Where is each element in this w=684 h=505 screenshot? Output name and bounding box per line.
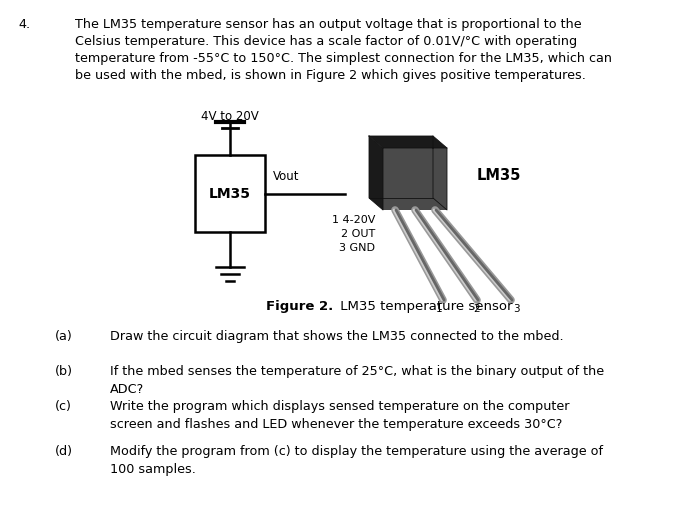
Text: 4.: 4. — [18, 18, 30, 31]
Text: 1 4-20V: 1 4-20V — [332, 215, 375, 225]
Text: 4V to 20V: 4V to 20V — [201, 110, 259, 123]
Text: LM35: LM35 — [477, 168, 521, 183]
Polygon shape — [369, 136, 447, 148]
Text: 2 OUT: 2 OUT — [341, 229, 375, 239]
Text: Vout: Vout — [273, 171, 300, 183]
FancyBboxPatch shape — [195, 155, 265, 232]
Text: Figure 2.: Figure 2. — [266, 300, 334, 313]
Bar — [383, 148, 447, 210]
Text: (d): (d) — [55, 445, 73, 458]
Text: The LM35 temperature sensor has an output voltage that is proportional to the: The LM35 temperature sensor has an outpu… — [75, 18, 581, 31]
Text: (a): (a) — [55, 330, 73, 343]
Text: (b): (b) — [55, 365, 73, 378]
Text: LM35: LM35 — [209, 186, 251, 200]
Text: Celsius temperature. This device has a scale factor of 0.01V/°C with operating: Celsius temperature. This device has a s… — [75, 35, 577, 48]
Text: 3: 3 — [513, 304, 519, 314]
Text: Write the program which displays sensed temperature on the computer
screen and f: Write the program which displays sensed … — [110, 400, 570, 431]
Polygon shape — [369, 136, 383, 210]
Text: 2: 2 — [474, 304, 480, 314]
Text: Draw the circuit diagram that shows the LM35 connected to the mbed.: Draw the circuit diagram that shows the … — [110, 330, 564, 343]
Text: 1: 1 — [436, 304, 443, 314]
Text: temperature from -55°C to 150°C. The simplest connection for the LM35, which can: temperature from -55°C to 150°C. The sim… — [75, 52, 612, 65]
Text: LM35 temperature sensor: LM35 temperature sensor — [336, 300, 512, 313]
Text: Modify the program from (c) to display the temperature using the average of
100 : Modify the program from (c) to display t… — [110, 445, 603, 476]
Text: (c): (c) — [55, 400, 72, 413]
Text: be used with the mbed, is shown in Figure 2 which gives positive temperatures.: be used with the mbed, is shown in Figur… — [75, 69, 586, 82]
Text: 3 GND: 3 GND — [339, 243, 375, 253]
Text: If the mbed senses the temperature of 25°C, what is the binary output of the
ADC: If the mbed senses the temperature of 25… — [110, 365, 604, 396]
